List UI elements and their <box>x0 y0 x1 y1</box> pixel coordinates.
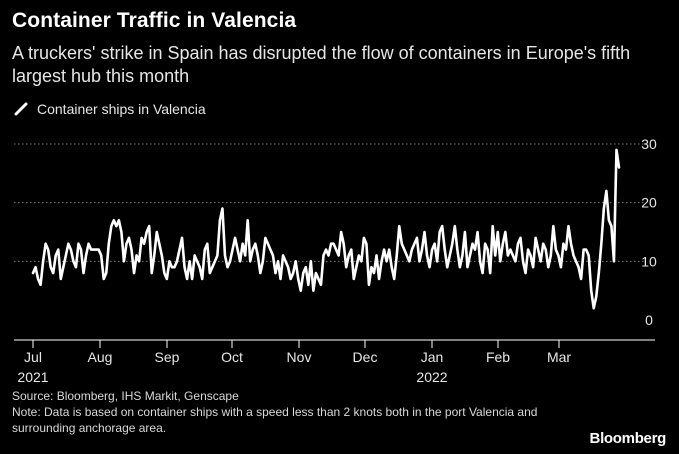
bloomberg-logo: Bloomberg <box>589 430 667 447</box>
x-tick-label-mar: Mar <box>547 349 571 365</box>
legend-line-icon <box>14 102 28 116</box>
source-line: Source: Bloomberg, IHS Markit, Genscape <box>12 389 239 403</box>
x-tick-label-jan: Jan <box>421 349 444 365</box>
x-year-label-2021: 2021 <box>17 369 48 385</box>
x-tick-label-oct: Oct <box>221 349 243 365</box>
x-tick-label-nov: Nov <box>287 349 312 365</box>
x-tick-label-aug: Aug <box>88 349 113 365</box>
chart-subtitle: A truckers' strike in Spain has disrupte… <box>12 43 631 86</box>
source-notes: Source: Bloomberg, IHS Markit, Genscape … <box>12 388 572 436</box>
legend-label: Container ships in Valencia <box>37 101 206 117</box>
series-line-container-ships <box>31 148 621 310</box>
x-tick-label-jul: Jul <box>24 349 42 365</box>
y-tick-label-0: 0 <box>645 312 653 328</box>
x-year-label-2022: 2022 <box>416 369 447 385</box>
legend: Container ships in Valencia <box>13 101 206 117</box>
chart-title: Container Traffic in Valencia <box>12 9 297 32</box>
y-tick-label-20: 20 <box>641 195 657 211</box>
x-tick-label-feb: Feb <box>486 349 510 365</box>
gridlines <box>14 143 645 262</box>
x-tick-label-dec: Dec <box>353 349 378 365</box>
y-axis-ticks: 0 10 20 30 <box>641 136 657 328</box>
x-tick-label-sep: Sep <box>155 349 180 365</box>
y-tick-label-30: 30 <box>641 136 657 152</box>
series-layer <box>31 148 621 310</box>
note-line: Note: Data is based on container ships w… <box>12 405 538 435</box>
x-axis: Jul Aug Sep Oct Nov Dec Jan Feb Mar 2021 2022 <box>14 339 655 385</box>
y-tick-label-10: 10 <box>641 253 657 269</box>
